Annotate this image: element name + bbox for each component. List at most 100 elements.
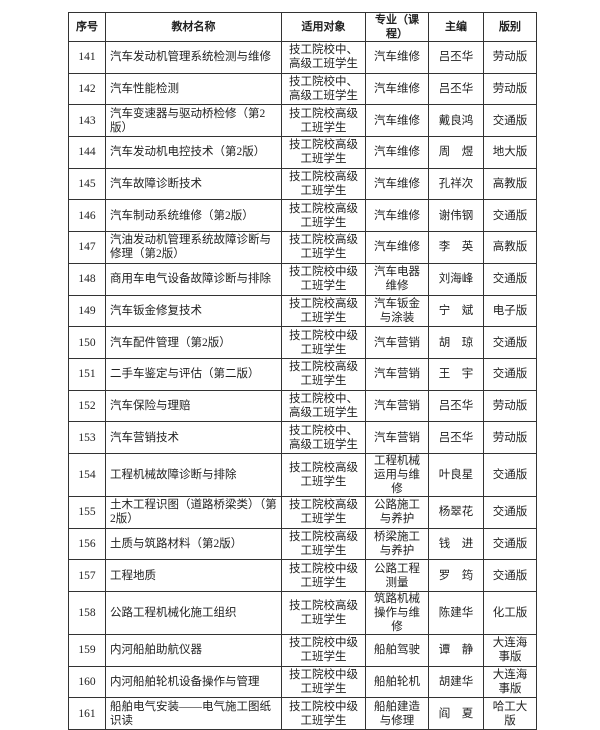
- editor: 谢伟钢: [428, 199, 484, 233]
- editor: 阎 夏: [428, 697, 484, 730]
- textbook-name: 汽车营销技术: [105, 421, 282, 454]
- table-row: 160 内河船舶轮机设备操作与管理 技工院校中级工班学生 船舶轮机 胡建华 大连海事版: [68, 665, 537, 699]
- target-students: 技工院校中级工班学生: [281, 262, 366, 296]
- table-row: 161 船舶电气安装——电气施工图纸识读 技工院校中级工班学生 船舶建造与修理阎 夏哈…: [68, 697, 537, 730]
- table-row: 146 汽车制动系统维修（第2版） 技工院校高级工班学生 汽车维修 谢伟钢 交通版: [68, 199, 537, 233]
- major: 汽车电器维修: [365, 262, 429, 296]
- editor: 刘海峰: [428, 262, 484, 296]
- target-students: 技工院校高级工班学生: [281, 357, 366, 391]
- table-row: 149 汽车钣金修复技术 技工院校高级工班学生 汽车钣金与涂装宁 斌电子版: [68, 294, 537, 328]
- target-students: 技工院校中级工班学生: [281, 326, 366, 359]
- target-students: 技工院校中、高级工班学生: [281, 72, 366, 106]
- major: 船舶轮机: [365, 665, 429, 699]
- editor: 王 宇: [428, 357, 484, 391]
- publisher: 交通版: [483, 199, 537, 233]
- textbook-name: 汽车保险与理赔: [105, 389, 282, 423]
- editor: 钱 进: [428, 527, 484, 561]
- publisher: 劳动版: [483, 421, 537, 454]
- header-cell: 教材名称: [105, 12, 282, 42]
- row-number: 143: [68, 104, 106, 138]
- publisher: 交通版: [483, 495, 537, 529]
- textbook-name: 公路工程机械化施工组织: [105, 591, 282, 635]
- row-number: 159: [68, 634, 106, 667]
- textbook-name: 二手车鉴定与评估（第二版）: [105, 357, 282, 391]
- editor: 周 煜: [428, 136, 484, 169]
- target-students: 技工院校中级工班学生: [281, 665, 366, 699]
- editor: 宁 斌: [428, 294, 484, 328]
- major: 公路工程测量: [365, 559, 429, 592]
- editor: 杨翠花: [428, 495, 484, 529]
- header-cell: 专业（课程）: [365, 12, 429, 42]
- target-students: 技工院校高级工班学生: [281, 294, 366, 328]
- major: 汽车营销: [365, 326, 429, 359]
- editor: 李 英: [428, 231, 484, 264]
- publisher: 劳动版: [483, 389, 537, 423]
- table-row: 141 汽车发动机管理系统检测与维修 技工院校中、高级工班学生 汽车维修 吕丕华 劳动版: [68, 41, 537, 74]
- textbook-name: 内河船舶轮机设备操作与管理: [105, 665, 282, 699]
- publisher: 交通版: [483, 326, 537, 359]
- row-number: 156: [68, 527, 106, 561]
- editor: 吕丕华: [428, 421, 484, 454]
- major: 汽车维修: [365, 72, 429, 106]
- textbook-name: 土木工程识图（道路桥梁类）（第2版）: [105, 495, 282, 529]
- row-number: 145: [68, 167, 106, 201]
- textbook-name: 工程地质: [105, 559, 282, 592]
- table-row: 153 汽车营销技术 技工院校中、高级工班学生 汽车营销 吕丕华 劳动版: [68, 421, 537, 454]
- textbook-name: 汽油发动机管理系统故障诊断与修理（第2版）: [105, 231, 282, 264]
- textbook-name: 汽车制动系统维修（第2版）: [105, 199, 282, 233]
- publisher: 劳动版: [483, 72, 537, 106]
- major: 汽车维修: [365, 104, 429, 138]
- table-row: 151 二手车鉴定与评估（第二版） 技工院校高级工班学生 汽车营销王 宇交通版: [68, 357, 537, 391]
- major: 汽车维修: [365, 136, 429, 169]
- major: 汽车维修: [365, 167, 429, 201]
- table-row: 158 公路工程机械化施工组织 技工院校高级工班学生 筑路机械操作与维修 陈建华 化工版: [68, 591, 537, 635]
- textbook-name: 汽车发动机电控技术（第2版）: [105, 136, 282, 169]
- publisher: 大连海事版: [483, 634, 537, 667]
- publisher: 高教版: [483, 167, 537, 201]
- table-row: 144 汽车发动机电控技术（第2版） 技工院校高级工班学生 汽车维修周 煜地大版: [68, 136, 537, 169]
- header-cell: 主编: [428, 12, 484, 42]
- target-students: 技工院校高级工班学生: [281, 136, 366, 169]
- row-number: 149: [68, 294, 106, 328]
- publisher: 大连海事版: [483, 665, 537, 699]
- publisher: 劳动版: [483, 41, 537, 74]
- major: 汽车营销: [365, 357, 429, 391]
- table-row: 145 汽车故障诊断技术 技工院校高级工班学生 汽车维修 孔祥次 高教版: [68, 167, 537, 201]
- editor: 孔祥次: [428, 167, 484, 201]
- target-students: 技工院校中、高级工班学生: [281, 389, 366, 423]
- row-number: 141: [68, 41, 106, 74]
- textbook-name: 土质与筑路材料（第2版）: [105, 527, 282, 561]
- publisher: 电子版: [483, 294, 537, 328]
- row-number: 146: [68, 199, 106, 233]
- row-number: 153: [68, 421, 106, 454]
- publisher: 交通版: [483, 452, 537, 497]
- textbook-name: 汽车故障诊断技术: [105, 167, 282, 201]
- major: 汽车营销: [365, 421, 429, 454]
- target-students: 技工院校高级工班学生: [281, 231, 366, 264]
- major: 汽车营销: [365, 389, 429, 423]
- textbook-table: 序号 教材名称 适用对象 专业（课程） 主编 版别 141 汽车发动机管理系统检测与维修 技工…: [68, 12, 537, 730]
- editor: 胡 琼: [428, 326, 484, 359]
- textbook-name: 汽车钣金修复技术: [105, 294, 282, 328]
- table-row: 142 汽车性能检测 技工院校中、高级工班学生 汽车维修 吕丕华 劳动版: [68, 72, 537, 106]
- major: 汽车钣金与涂装: [365, 294, 429, 328]
- table-row: 154 工程机械故障诊断与排除 技工院校高级工班学生 工程机械运用与维修 叶良星 交通版: [68, 452, 537, 497]
- publisher: 交通版: [483, 104, 537, 138]
- target-students: 技工院校高级工班学生: [281, 104, 366, 138]
- textbook-name: 汽车配件管理（第2版）: [105, 326, 282, 359]
- major: 工程机械运用与维修: [365, 452, 429, 497]
- table-row: 159 内河船舶助航仪器 技工院校中级工班学生 船舶驾驶谭 静大连海事版: [68, 634, 537, 667]
- textbook-name: 船舶电气安装——电气施工图纸识读: [105, 697, 282, 730]
- header-row: 序号 教材名称 适用对象 专业（课程） 主编 版别: [68, 12, 537, 42]
- major: 汽车维修: [365, 41, 429, 74]
- row-number: 155: [68, 495, 106, 529]
- table-row: 152 汽车保险与理赔 技工院校中、高级工班学生 汽车营销 吕丕华 劳动版: [68, 389, 537, 423]
- publisher: 地大版: [483, 136, 537, 169]
- editor: 胡建华: [428, 665, 484, 699]
- publisher: 交通版: [483, 262, 537, 296]
- target-students: 技工院校高级工班学生: [281, 591, 366, 635]
- header-cell: 序号: [68, 12, 106, 42]
- table-row: 156 土质与筑路材料（第2版） 技工院校高级工班学生 桥梁施工与养护钱 进交通版: [68, 527, 537, 561]
- row-number: 144: [68, 136, 106, 169]
